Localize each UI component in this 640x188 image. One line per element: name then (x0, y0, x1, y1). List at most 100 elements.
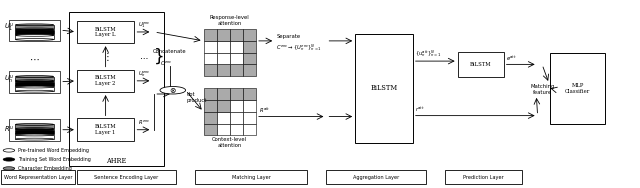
Text: $R^{enc}$: $R^{enc}$ (138, 119, 150, 127)
Text: dot
product: dot product (187, 92, 207, 103)
Bar (326, 170, 426, 184)
Bar (204, 29, 216, 41)
Bar (204, 41, 216, 53)
Bar (77, 118, 134, 141)
Text: $R^{att}$: $R^{att}$ (259, 106, 270, 115)
Bar (204, 64, 216, 76)
Bar (243, 88, 256, 100)
Bar (216, 88, 230, 100)
Ellipse shape (15, 80, 54, 82)
Text: $\vdots$: $\vdots$ (102, 50, 109, 63)
Ellipse shape (15, 86, 54, 88)
Text: $U_n^{enc}$: $U_n^{enc}$ (138, 69, 150, 79)
Bar (243, 53, 256, 64)
Text: $\cdots$: $\cdots$ (140, 52, 148, 61)
Bar (204, 112, 216, 124)
Bar (9, 119, 60, 141)
Bar (15, 77, 54, 81)
Text: $R^u$: $R^u$ (4, 124, 14, 134)
Bar (216, 53, 230, 64)
Bar (204, 124, 216, 135)
Ellipse shape (15, 29, 54, 31)
Bar (195, 170, 307, 184)
Text: BiLSTM: BiLSTM (371, 84, 397, 92)
Text: Matching
feature: Matching feature (531, 84, 555, 95)
Bar (77, 70, 134, 92)
Text: Concatenate: Concatenate (153, 49, 186, 54)
Ellipse shape (15, 34, 54, 36)
Circle shape (3, 158, 15, 161)
Ellipse shape (15, 90, 54, 92)
Text: BiLSTM: BiLSTM (470, 62, 492, 67)
Bar (230, 100, 243, 112)
Text: Word Representation Layer: Word Representation Layer (4, 175, 72, 180)
Bar (550, 53, 605, 124)
Bar (445, 170, 522, 184)
Text: $C^{enc}$: $C^{enc}$ (160, 60, 173, 68)
Bar (77, 21, 134, 43)
Text: $C^{enc}{\rightarrow}\{U_n^{enc}\}_{n=1}^N$: $C^{enc}{\rightarrow}\{U_n^{enc}\}_{n=1}… (276, 42, 323, 53)
Bar (230, 112, 243, 124)
Text: $U_1^{enc}$: $U_1^{enc}$ (138, 20, 150, 30)
Text: Response-level
attention: Response-level attention (210, 15, 250, 26)
Text: $U_1^u$: $U_1^u$ (4, 22, 14, 34)
Bar (15, 82, 54, 86)
Text: Context-level
attention: Context-level attention (212, 137, 247, 148)
Bar (243, 112, 256, 124)
Circle shape (3, 149, 15, 152)
Ellipse shape (15, 81, 54, 83)
Bar (355, 34, 413, 143)
Bar (230, 64, 243, 76)
Ellipse shape (15, 124, 54, 125)
Bar (9, 20, 60, 41)
Bar (204, 100, 216, 112)
Bar (15, 130, 54, 134)
Bar (216, 29, 230, 41)
Bar (243, 29, 256, 41)
Bar (216, 124, 230, 135)
Ellipse shape (15, 134, 54, 136)
Bar (15, 25, 54, 29)
Text: $r^{att}$: $r^{att}$ (415, 105, 424, 114)
Text: Matching Layer: Matching Layer (232, 175, 271, 180)
Bar (69, 12, 164, 166)
Ellipse shape (15, 138, 54, 140)
Circle shape (3, 167, 15, 170)
Bar (1, 170, 75, 184)
Ellipse shape (15, 133, 54, 135)
Bar (243, 124, 256, 135)
Bar (15, 30, 54, 34)
Bar (204, 88, 216, 100)
Text: $e^{att}$: $e^{att}$ (506, 54, 516, 62)
Text: $\cdots$: $\cdots$ (29, 54, 40, 64)
Bar (15, 35, 54, 39)
Ellipse shape (15, 129, 54, 131)
Bar (243, 64, 256, 76)
Bar (243, 41, 256, 53)
Ellipse shape (15, 24, 54, 26)
Bar (15, 87, 54, 91)
Bar (204, 53, 216, 64)
Ellipse shape (15, 85, 54, 87)
Ellipse shape (15, 33, 54, 35)
Bar (230, 41, 243, 53)
Text: Pre-trained Word Embedding: Pre-trained Word Embedding (18, 148, 89, 153)
Ellipse shape (15, 76, 54, 77)
Bar (230, 88, 243, 100)
Bar (458, 52, 504, 77)
Bar (230, 53, 243, 64)
Text: MLP
Classifier: MLP Classifier (565, 83, 590, 94)
Text: $\otimes$: $\otimes$ (169, 86, 177, 95)
Text: AHRE: AHRE (106, 157, 127, 165)
Circle shape (160, 86, 186, 94)
Bar (216, 112, 230, 124)
Text: }: } (154, 47, 164, 65)
Text: Aggregation Layer: Aggregation Layer (353, 175, 399, 180)
Text: BiLSTM
Layer 2: BiLSTM Layer 2 (95, 75, 116, 86)
Text: $U_n^u$: $U_n^u$ (4, 74, 14, 86)
Text: BiLSTM
Layer 1: BiLSTM Layer 1 (95, 124, 116, 135)
Bar (216, 100, 230, 112)
Bar (15, 124, 54, 129)
Ellipse shape (15, 128, 54, 130)
Bar (9, 71, 60, 93)
